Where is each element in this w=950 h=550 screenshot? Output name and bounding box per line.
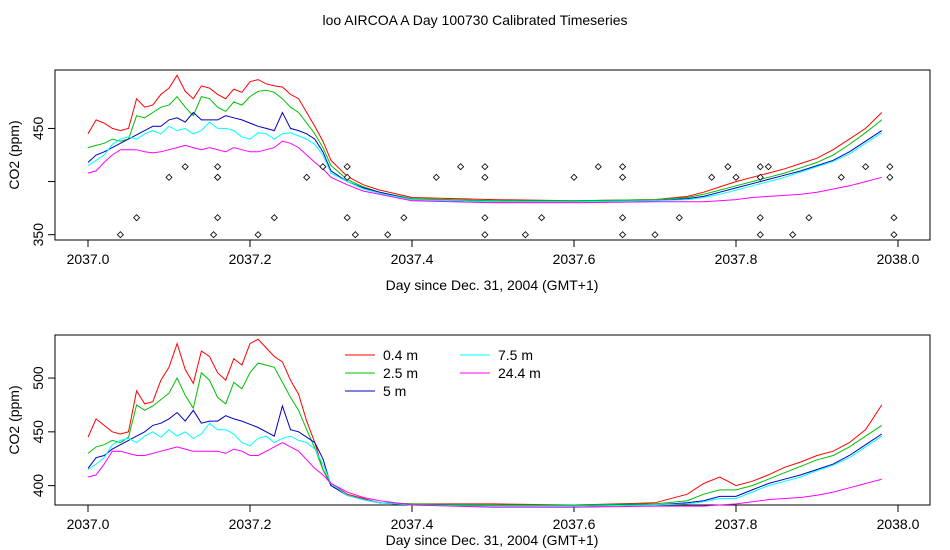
y-tick-label: 350 [30,223,46,247]
data-point-marker [384,231,392,239]
legend-label: 7.5 m [498,347,533,363]
x-tick-label: 2037.8 [715,251,758,267]
legend-label: 24.4 m [498,365,541,381]
data-point-marker [481,163,489,171]
bottom-y-axis-label: CO2 (ppm) [6,385,22,454]
data-point-marker [805,214,813,222]
data-point-marker [254,231,262,239]
data-point-marker [432,173,440,181]
series-line-1 [87,362,883,506]
top-y-axis-label: CO2 (ppm) [6,120,22,189]
data-point-marker [675,214,683,222]
series-line-2 [87,111,883,203]
data-point-marker [343,214,351,222]
data-point-marker [724,163,732,171]
data-point-marker [837,173,845,181]
data-point-marker [890,231,898,239]
data-point-marker [521,231,529,239]
x-tick-label: 2037.6 [553,251,596,267]
bottom-x-axis-label: Day since Dec. 31, 2004 (GMT+1) [386,532,599,548]
data-point-marker [708,173,716,181]
series-line-4 [87,442,882,508]
x-tick-label: 2037.0 [67,516,110,532]
y-tick-label: 450 [30,420,46,444]
data-point-marker [343,163,351,171]
data-point-marker [789,231,797,239]
data-point-marker [594,163,602,171]
data-point-marker [570,173,578,181]
x-tick-label: 2038.0 [877,251,920,267]
bottom-panel: Day since Dec. 31, 2004 (GMT+1) CO2 (ppm… [6,334,931,548]
data-point-marker [343,173,351,181]
data-point-marker [400,214,408,222]
data-point-marker [619,231,627,239]
x-tick-label: 2037.4 [391,251,434,267]
data-point-marker [756,231,764,239]
x-tick-label: 2038.0 [877,516,920,532]
series-line-3 [87,121,883,203]
data-point-marker [214,173,222,181]
x-tick-label: 2037.6 [553,516,596,532]
data-point-marker [319,163,327,171]
top-panel: Day since Dec. 31, 2004 (GMT+1) CO2 (ppm… [6,69,931,293]
y-tick-label: 450 [30,117,46,141]
y-tick-label: 500 [30,366,46,390]
y-tick-label: 400 [30,474,46,498]
data-point-marker [756,214,764,222]
data-point-marker [481,214,489,222]
data-point-marker [619,214,627,222]
series-line-2 [87,404,883,507]
top-plot-frame [54,69,931,241]
data-point-marker [619,173,627,181]
data-point-marker [619,163,627,171]
data-point-marker [481,173,489,181]
legend-label: 5 m [383,383,406,399]
series-line-0 [87,74,883,202]
figure-title: loo AIRCOA A Day 100730 Calibrated Times… [322,12,627,28]
data-point-marker [351,231,359,239]
data-point-marker [756,173,764,181]
legend-label: 2.5 m [383,365,418,381]
series-line-3 [87,422,883,507]
data-point-marker [209,231,218,239]
x-tick-label: 2037.2 [229,251,272,267]
series-line-4 [87,140,882,204]
data-point-marker [886,173,894,181]
data-point-marker [651,231,659,239]
top-x-axis-label: Day since Dec. 31, 2004 (GMT+1) [386,277,599,293]
x-tick-label: 2037.0 [67,251,110,267]
data-point-marker [165,173,173,181]
data-point-marker [133,214,141,222]
series-line-1 [87,89,883,202]
data-point-marker [214,163,222,171]
legend: 0.4 m 2.5 m 5 m 7.5 m 24.4 m [345,347,541,399]
data-point-marker [214,214,222,222]
x-tick-label: 2037.8 [715,516,758,532]
data-point-marker [270,214,278,222]
data-point-marker [457,163,465,171]
x-tick-label: 2037.2 [229,516,272,532]
data-point-marker [862,163,870,171]
x-tick-label: 2037.4 [391,516,434,532]
data-point-marker [538,214,546,222]
data-point-marker [890,214,898,222]
data-point-marker [756,163,764,171]
data-point-marker [481,231,489,239]
data-point-marker [764,163,772,171]
data-point-marker [732,173,740,181]
data-point-marker [116,231,124,239]
data-point-marker [181,163,189,171]
data-point-marker [886,163,894,171]
series-line-0 [87,338,883,506]
data-point-marker [303,173,311,181]
legend-label: 0.4 m [383,347,418,363]
